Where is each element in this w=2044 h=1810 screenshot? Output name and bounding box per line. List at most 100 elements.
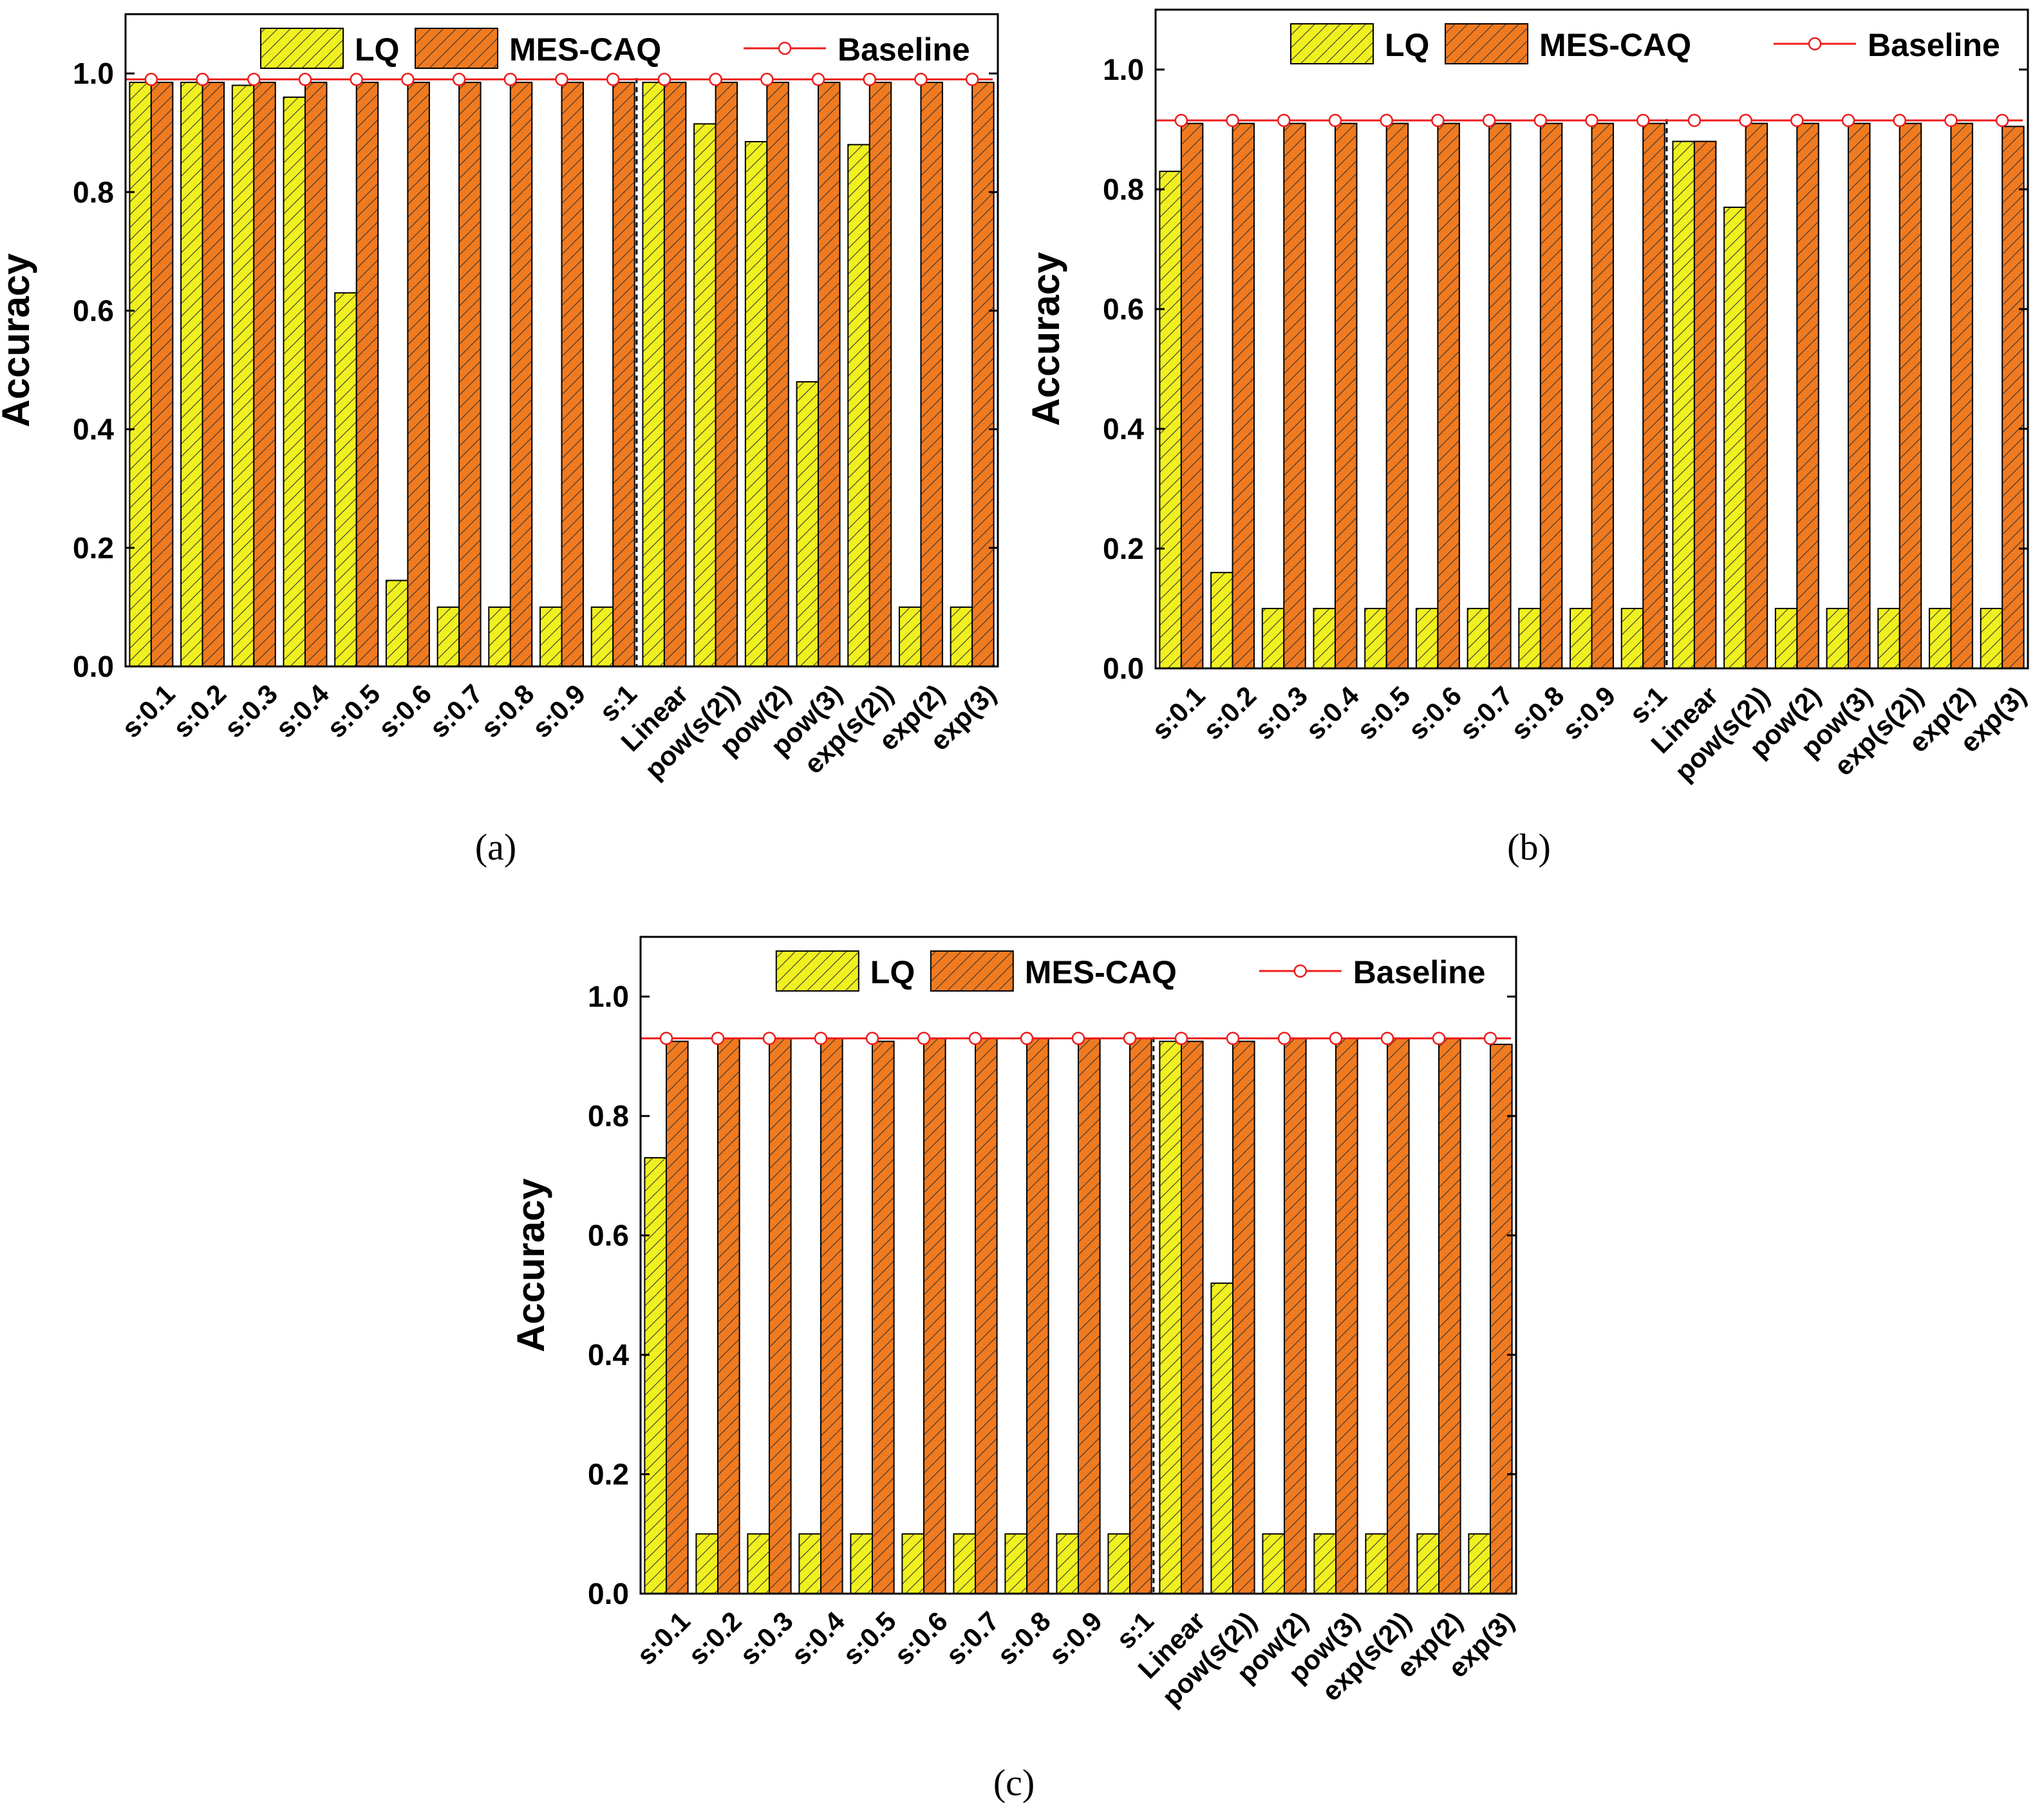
legend-label-mes-caq: MES-CAQ xyxy=(509,32,661,68)
bar-lq xyxy=(1467,608,1490,669)
panel-caption: (b) xyxy=(1507,826,1551,868)
baseline-marker xyxy=(760,73,774,86)
bar-mes-caq xyxy=(975,1037,998,1594)
baseline-marker xyxy=(606,73,620,86)
legend-label-lq: LQ xyxy=(1385,27,1429,63)
legend-swatch-mes-caq xyxy=(930,950,1014,992)
baseline-marker xyxy=(1995,113,2009,127)
bar-mes-caq xyxy=(304,81,328,668)
legend: LQ MES-CAQ Baseline xyxy=(1290,23,2000,64)
legend-marker-baseline xyxy=(778,41,792,55)
legend-label-lq: LQ xyxy=(355,32,399,68)
bar-lq xyxy=(1980,608,2003,669)
baseline-marker xyxy=(1123,1032,1137,1045)
bar-mes-caq xyxy=(1438,1037,1461,1594)
x-tick-label: s:0.8 xyxy=(475,679,540,744)
bar-mes-caq xyxy=(1848,122,1871,669)
x-tick-label: s:0.4 xyxy=(270,678,335,743)
baseline-marker xyxy=(1277,113,1291,127)
x-tick-label: s:0.2 xyxy=(1197,681,1262,746)
bar-lq xyxy=(1364,608,1387,669)
bar-lq xyxy=(1620,608,1644,669)
x-tick-label: s:0.1 xyxy=(631,1606,696,1671)
bar-lq xyxy=(1262,1533,1286,1594)
x-tick-label: s:0.6 xyxy=(372,679,437,744)
baseline-marker xyxy=(1482,113,1496,127)
bar-lq xyxy=(539,606,563,668)
bar-lq xyxy=(385,580,409,668)
bar-mes-caq xyxy=(663,81,687,668)
x-tick-label: s:0.7 xyxy=(940,1606,1005,1671)
baseline-marker xyxy=(1277,1032,1291,1045)
x-tick-label: s:0.4 xyxy=(1300,680,1365,745)
baseline-marker xyxy=(144,73,158,86)
bar-mes-caq xyxy=(1385,122,1409,669)
bar-lq xyxy=(1313,608,1336,669)
baseline-marker xyxy=(1432,1032,1446,1045)
legend-label-baseline: Baseline xyxy=(1868,27,2000,63)
y-tick-label: 0.4 xyxy=(73,413,114,446)
baseline-marker xyxy=(1533,113,1548,127)
bar-mes-caq xyxy=(407,81,430,668)
baseline-marker xyxy=(1329,1032,1343,1045)
bar-lq xyxy=(898,606,922,668)
baseline-marker xyxy=(811,73,825,86)
baseline-marker xyxy=(1944,113,1958,127)
bar-lq xyxy=(796,381,820,667)
baseline-marker xyxy=(659,1032,673,1045)
baseline-marker xyxy=(965,73,979,86)
x-tick-label: s:0.5 xyxy=(837,1606,902,1671)
bar-lq xyxy=(129,81,152,668)
baseline-marker xyxy=(1431,113,1445,127)
bar-lq xyxy=(644,1157,668,1595)
y-tick-label: 0.0 xyxy=(73,650,114,683)
bar-mes-caq xyxy=(150,81,174,668)
bar-mes-caq xyxy=(920,81,943,668)
bar-mes-caq xyxy=(1181,1041,1204,1594)
baseline-marker xyxy=(1380,113,1393,127)
bar-lq xyxy=(1313,1533,1337,1594)
bar-mes-caq xyxy=(868,81,892,668)
bar-lq xyxy=(953,1533,977,1594)
y-tick-label: 0.8 xyxy=(1103,173,1144,206)
bar-lq xyxy=(798,1533,822,1594)
bar-mes-caq xyxy=(2002,126,2025,670)
baseline-marker xyxy=(1328,113,1342,127)
bar-lq xyxy=(1877,608,1900,669)
y-tick-label: 0.4 xyxy=(1103,412,1144,446)
bar-lq xyxy=(590,606,614,668)
y-axis-title: Accuracy xyxy=(509,1178,552,1352)
bar-lq xyxy=(488,606,511,668)
bar-mes-caq xyxy=(1078,1037,1101,1594)
bar-lq xyxy=(1415,608,1439,669)
legend: LQ MES-CAQ Baseline xyxy=(775,950,1485,992)
bar-mes-caq xyxy=(666,1041,689,1594)
legend-label-mes-caq: MES-CAQ xyxy=(1539,27,1691,63)
bar-lq xyxy=(744,140,768,667)
bar-lq xyxy=(1261,608,1285,669)
y-tick-label: 0.0 xyxy=(1103,652,1144,685)
bar-mes-caq xyxy=(715,81,738,668)
bar-lq xyxy=(1928,608,1952,669)
x-tick-label: s:0.3 xyxy=(734,1606,799,1671)
baseline-marker xyxy=(1226,1032,1240,1045)
legend: LQ MES-CAQ Baseline xyxy=(260,28,970,69)
baseline-marker xyxy=(1739,113,1752,127)
bar-lq xyxy=(1723,206,1747,669)
baseline-marker xyxy=(401,73,415,86)
x-tick-label: s:0.7 xyxy=(1454,681,1519,746)
bar-mes-caq xyxy=(872,1041,895,1594)
bar-mes-caq xyxy=(202,81,225,668)
baseline-marker xyxy=(1020,1032,1034,1045)
bar-mes-caq xyxy=(1387,1037,1410,1594)
bar-mes-caq xyxy=(1334,122,1358,669)
baseline-marker xyxy=(1585,113,1599,127)
bar-mes-caq xyxy=(355,81,379,668)
y-tick-label: 0.2 xyxy=(1103,532,1144,565)
bar-lq xyxy=(436,606,460,668)
y-tick-label: 0.8 xyxy=(588,1099,629,1133)
x-tick-label: s:0.1 xyxy=(1146,681,1211,746)
y-tick-label: 0.2 xyxy=(588,1458,629,1491)
bar-mes-caq xyxy=(923,1037,946,1594)
